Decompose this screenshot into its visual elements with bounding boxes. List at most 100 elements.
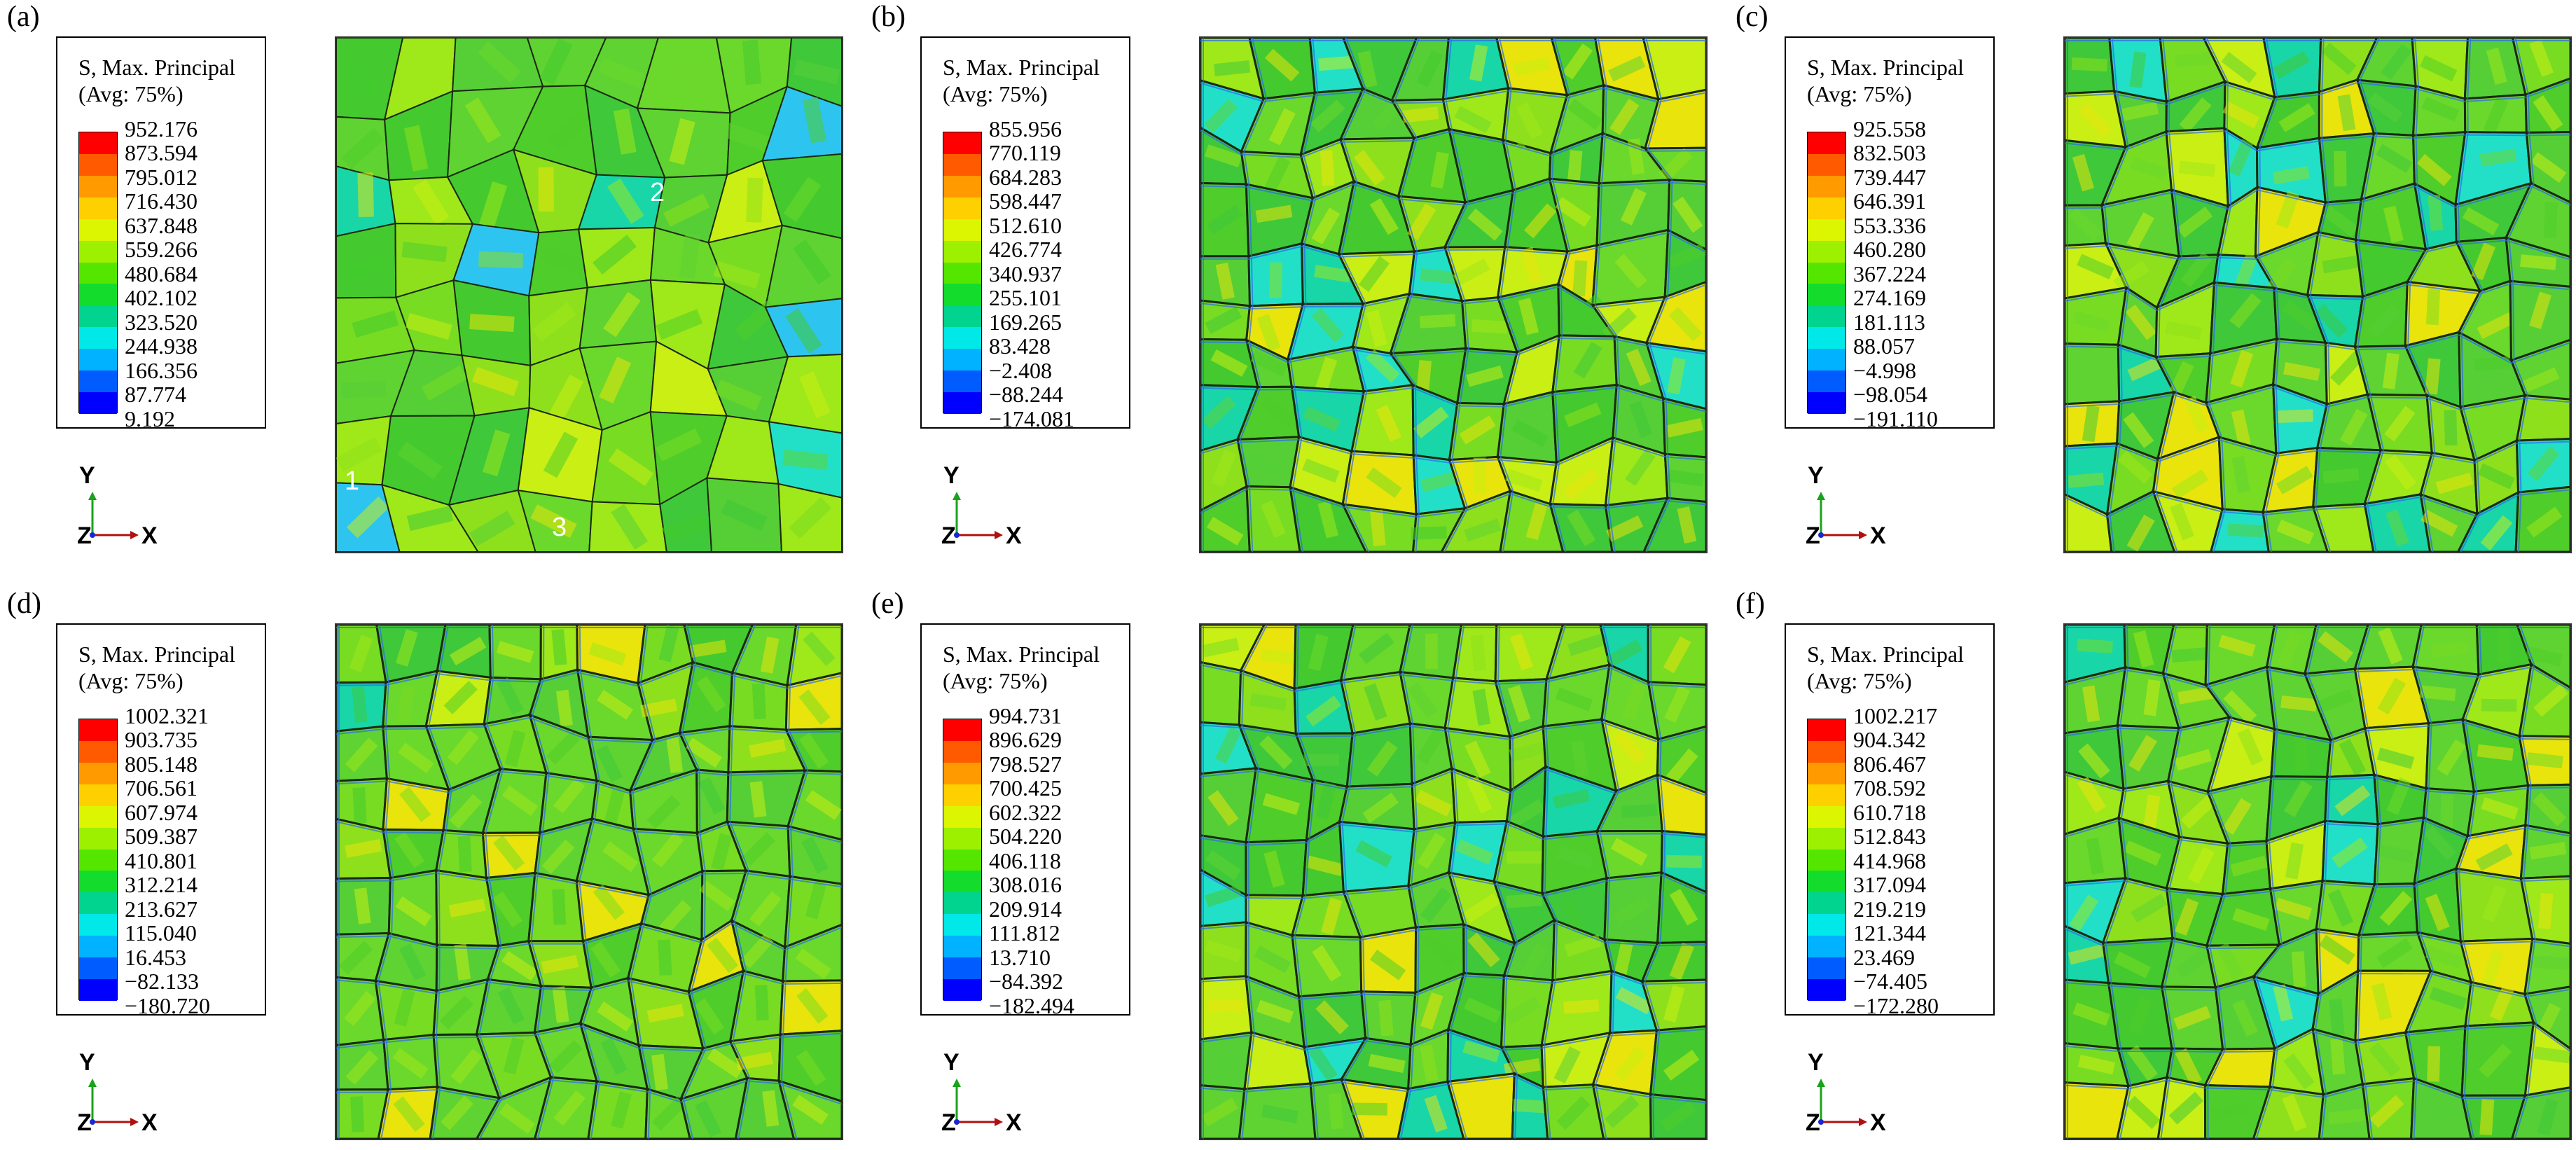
stress-band bbox=[349, 635, 373, 672]
stress-band bbox=[611, 1091, 632, 1129]
grain-boundary bbox=[2269, 1088, 2324, 1098]
stress-band bbox=[2425, 894, 2450, 931]
grain-boundary bbox=[1294, 895, 1307, 936]
color-legend: S, Max. Principal (Avg: 75%) 1002.321 90… bbox=[56, 623, 266, 1017]
stress-band bbox=[399, 943, 427, 981]
grain-boundary bbox=[1338, 254, 1415, 258]
grain-boundary bbox=[1200, 770, 1256, 777]
grain-boundary bbox=[1500, 247, 1509, 298]
legend-title: S, Max. Principal bbox=[78, 55, 235, 80]
legend-subtitle: (Avg: 75%) bbox=[943, 668, 1048, 693]
grain-boundary bbox=[2210, 340, 2277, 357]
stress-band bbox=[421, 365, 468, 401]
grain-boundary bbox=[1665, 398, 1669, 455]
grain-boundary bbox=[643, 894, 653, 924]
axis-y-label: Y bbox=[943, 1049, 960, 1076]
stress-band bbox=[2462, 207, 2500, 235]
stress-band bbox=[1205, 850, 1242, 881]
grain-boundary bbox=[579, 670, 592, 737]
stress-band bbox=[658, 900, 692, 935]
legend-swatch bbox=[1808, 197, 1846, 220]
grain-boundary bbox=[1510, 493, 1551, 508]
stress-band bbox=[1467, 932, 1500, 968]
stress-band bbox=[1553, 1046, 1581, 1084]
grain-boundary bbox=[2357, 1040, 2367, 1085]
stress-band bbox=[760, 636, 780, 674]
grain-boundary bbox=[1667, 454, 1671, 499]
stress-band bbox=[2321, 42, 2357, 76]
grain-boundary bbox=[387, 1088, 438, 1093]
stress-band bbox=[801, 836, 829, 874]
grain-boundary bbox=[2527, 785, 2532, 826]
grain-boundary bbox=[2265, 453, 2280, 513]
grain-boundary bbox=[1345, 891, 1364, 938]
legend-value: 795.012 bbox=[125, 164, 198, 190]
grain-boundary bbox=[1365, 1040, 1411, 1048]
stress-band bbox=[2128, 997, 2152, 1035]
grain-boundary bbox=[1246, 488, 1291, 491]
legend-value: 83.428 bbox=[989, 333, 1051, 359]
grain-boundary bbox=[2259, 148, 2261, 188]
stress-band bbox=[1308, 634, 1329, 672]
grain-boundary bbox=[491, 625, 494, 678]
grain-boundary bbox=[2275, 338, 2280, 385]
grain-boundary bbox=[2173, 189, 2183, 257]
stress-band bbox=[792, 1095, 829, 1125]
stress-band bbox=[2339, 739, 2367, 777]
grain-boundary bbox=[1443, 508, 1469, 552]
grain-boundary bbox=[2118, 819, 2180, 840]
stress-band bbox=[1311, 207, 1341, 245]
grain-boundary bbox=[1343, 625, 1357, 681]
grain-boundary bbox=[789, 625, 800, 686]
stress-band bbox=[2440, 794, 2453, 831]
stress-band bbox=[2386, 777, 2411, 815]
legend-swatch bbox=[1808, 153, 1846, 176]
legend-value: 805.148 bbox=[125, 751, 198, 777]
grain-boundary bbox=[585, 941, 595, 988]
stress-band bbox=[1204, 940, 1242, 962]
stress-band bbox=[530, 504, 577, 538]
grain-boundary bbox=[729, 821, 750, 871]
legend-swatch bbox=[943, 132, 981, 155]
stress-band bbox=[2180, 251, 2213, 288]
stress-band bbox=[2234, 252, 2258, 291]
stress-band bbox=[658, 939, 672, 976]
grain-boundary bbox=[1400, 195, 1418, 252]
stress-band bbox=[2471, 242, 2496, 281]
grain-boundary bbox=[2208, 945, 2220, 988]
legend-value: 121.344 bbox=[1853, 920, 1926, 946]
grain-boundary bbox=[387, 780, 449, 794]
stress-band bbox=[1615, 987, 1653, 1015]
grain-boundary bbox=[1595, 1084, 1607, 1139]
grain-boundary bbox=[1352, 349, 1391, 357]
grain-boundary bbox=[2477, 494, 2519, 518]
stress-band bbox=[469, 511, 515, 546]
grain-boundary bbox=[436, 1034, 441, 1088]
stress-band bbox=[2077, 776, 2107, 814]
grain-cell bbox=[761, 85, 842, 162]
grain-boundary bbox=[546, 775, 597, 784]
grain-boundary bbox=[583, 925, 642, 945]
grain-boundary bbox=[1294, 935, 1303, 997]
grain-boundary bbox=[787, 876, 794, 948]
grain-boundary bbox=[2105, 878, 2129, 943]
stress-band bbox=[553, 778, 586, 814]
stress-band bbox=[1376, 404, 1402, 443]
grain-boundary bbox=[2508, 183, 2535, 238]
stress-band bbox=[1416, 727, 1446, 765]
legend-value: −4.998 bbox=[1853, 357, 1917, 383]
grain-boundary bbox=[2419, 931, 2435, 971]
grain-boundary bbox=[733, 920, 747, 971]
stress-band bbox=[2477, 744, 2514, 761]
stress-band bbox=[1605, 1095, 1640, 1128]
grain-boundary bbox=[2269, 625, 2278, 667]
stress-band bbox=[2340, 408, 2368, 446]
legend-value: −88.244 bbox=[989, 382, 1064, 408]
grain-boundary bbox=[2103, 940, 2173, 947]
axis-x-label: X bbox=[141, 522, 158, 549]
grain-boundary bbox=[336, 684, 387, 686]
grain-boundary bbox=[2322, 882, 2375, 888]
grain-boundary bbox=[1345, 504, 1370, 552]
grain-boundary bbox=[2423, 452, 2436, 495]
grain-boundary bbox=[2065, 880, 2126, 887]
